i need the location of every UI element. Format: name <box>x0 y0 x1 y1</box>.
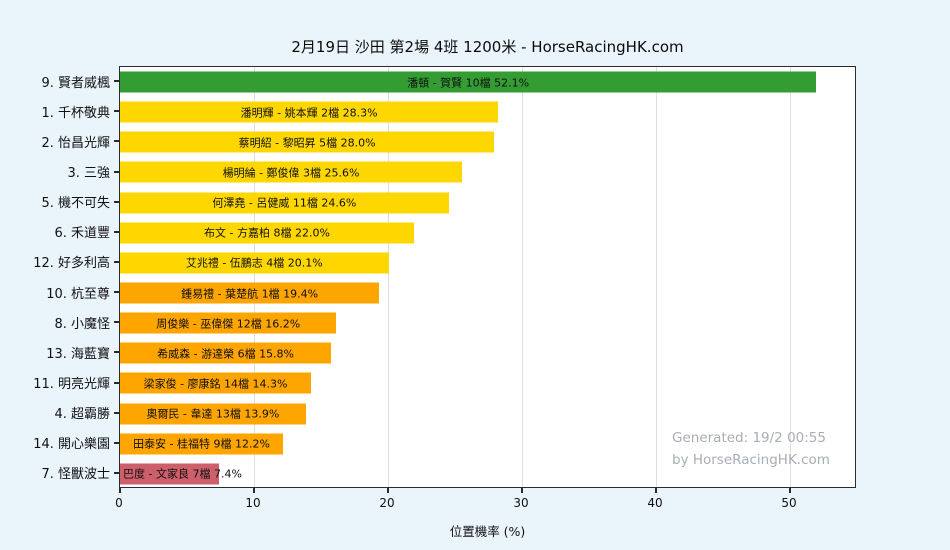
bar-label: 奧爾民 - 韋達 13檔 13.9% <box>146 407 280 421</box>
probability-bar: 潘頓 - 賀賢 10檔 52.1% <box>120 71 817 93</box>
bar-row: 艾兆禮 - 伍鵬志 4檔 20.1% <box>120 248 855 278</box>
x-tick-mark <box>789 488 791 493</box>
y-tick-mark <box>114 381 119 384</box>
y-tick-mark <box>114 291 119 294</box>
y-axis-label: 2. 怡昌光輝 <box>41 135 110 151</box>
bar-row: 蔡明紹 - 黎昭昇 5檔 28.0% <box>120 127 855 157</box>
x-tick-label: 20 <box>379 496 395 510</box>
gridline <box>522 67 523 487</box>
x-tick-label: 30 <box>513 496 529 510</box>
x-tick-mark <box>387 488 389 493</box>
bar-row: 潘明輝 - 姚本輝 2檔 28.3% <box>120 97 855 127</box>
y-axis-label: 13. 海藍寶 <box>46 346 110 362</box>
chart-title: 2月19日 沙田 第2場 4班 1200米 - HorseRacingHK.co… <box>291 38 684 56</box>
bar-label: 巴度 - 文家良 7檔 7.4% <box>123 467 242 481</box>
watermark-site-text: by HorseRacingHK.com <box>672 452 830 468</box>
y-axis-label: 6. 禾道豐 <box>54 226 110 242</box>
watermark-generated-text: Generated: 19/2 00:55 <box>672 430 826 446</box>
y-tick-mark <box>114 170 119 173</box>
bar-label: 蔡明紹 - 黎昭昇 5檔 28.0% <box>238 136 376 150</box>
x-tick-label: 0 <box>115 496 123 510</box>
x-tick-label: 10 <box>245 496 261 510</box>
probability-bar: 艾兆禮 - 伍鵬志 4檔 20.1% <box>120 252 389 274</box>
bar-row: 田泰安 - 桂福特 9檔 12.2% <box>120 429 855 459</box>
y-axis-label: 9. 賢者威楓 <box>41 75 110 91</box>
gridline <box>656 67 657 487</box>
probability-bar: 鍾易禮 - 葉楚航 1檔 19.4% <box>120 282 380 304</box>
plot-area: 潘頓 - 賀賢 10檔 52.1% 潘明輝 - 姚本輝 2檔 28.3% 蔡明紹 -… <box>119 66 856 488</box>
y-tick-mark <box>114 321 119 324</box>
bar-row: 楊明綸 - 鄭俊偉 3檔 25.6% <box>120 157 855 187</box>
bar-label: 艾兆禮 - 伍鵬志 4檔 20.1% <box>185 256 323 270</box>
x-tick-mark <box>521 488 523 493</box>
bar-label: 楊明綸 - 鄭俊偉 3檔 25.6% <box>222 166 360 180</box>
gridline <box>790 67 791 487</box>
probability-bar: 楊明綸 - 鄭俊偉 3檔 25.6% <box>120 161 463 183</box>
y-axis-label: 8. 小魔怪 <box>54 316 110 332</box>
bar-row: 巴度 - 文家良 7檔 7.4% <box>120 459 855 489</box>
y-tick-mark <box>114 110 119 113</box>
y-tick-mark <box>114 80 119 83</box>
y-axis-label: 1. 千杯敬典 <box>41 105 110 121</box>
y-tick-mark <box>114 411 119 414</box>
bar-label: 梁家俊 - 廖康銘 14檔 14.3% <box>143 377 288 391</box>
bar-row: 鍾易禮 - 葉楚航 1檔 19.4% <box>120 278 855 308</box>
y-axis-label: 10. 杭至尊 <box>46 286 110 302</box>
bar-row: 潘頓 - 賀賢 10檔 52.1% <box>120 67 855 97</box>
x-tick-mark <box>119 488 121 493</box>
y-tick-mark <box>114 441 119 444</box>
y-axis-label: 7. 怪獸波士 <box>41 467 110 483</box>
y-tick-mark <box>114 351 119 354</box>
bar-label: 潘頓 - 賀賢 10檔 52.1% <box>407 76 530 90</box>
x-tick-label: 40 <box>647 496 663 510</box>
bar-row: 何澤堯 - 呂健威 11檔 24.6% <box>120 188 855 218</box>
bar-label: 布文 - 方嘉柏 8檔 22.0% <box>204 226 330 240</box>
y-tick-mark <box>114 230 119 233</box>
bar-label: 周俊樂 - 巫偉傑 12檔 16.2% <box>156 317 301 331</box>
probability-bar: 田泰安 - 桂福特 9檔 12.2% <box>120 433 284 455</box>
y-axis-label: 11. 明亮光輝 <box>33 376 110 392</box>
probability-bar: 梁家俊 - 廖康銘 14檔 14.3% <box>120 372 312 394</box>
probability-bar: 巴度 - 文家良 7檔 7.4% <box>120 463 242 485</box>
x-tick-label: 50 <box>781 496 797 510</box>
bar-row: 奧爾民 - 韋達 13檔 13.9% <box>120 399 855 429</box>
y-tick-mark <box>114 260 119 263</box>
bar-label: 希威森 - 游達榮 6檔 15.8% <box>157 347 295 361</box>
y-axis-label: 12. 好多利高 <box>33 256 110 272</box>
probability-bar: 何澤堯 - 呂健威 11檔 24.6% <box>120 192 449 214</box>
bar-label: 潘明輝 - 姚本輝 2檔 28.3% <box>240 106 378 120</box>
bar-row: 梁家俊 - 廖康銘 14檔 14.3% <box>120 368 855 398</box>
x-axis-title: 位置機率 (%) <box>449 524 526 539</box>
probability-bar: 布文 - 方嘉柏 8檔 22.0% <box>120 222 414 244</box>
x-tick-mark <box>655 488 657 493</box>
bar-label: 田泰安 - 桂福特 9檔 12.2% <box>133 437 270 451</box>
gridline <box>254 67 255 487</box>
y-tick-mark <box>114 471 119 474</box>
bar-row: 周俊樂 - 巫偉傑 12檔 16.2% <box>120 308 855 338</box>
watermark: Generated: 19/2 00:55 by HorseRacingHK.c… <box>672 427 830 471</box>
bar-label: 鍾易禮 - 葉楚航 1檔 19.4% <box>181 287 319 301</box>
gridline <box>388 67 389 487</box>
y-axis-label: 14. 開心樂園 <box>33 437 110 453</box>
y-tick-mark <box>114 200 119 203</box>
y-axis-label: 3. 三強 <box>67 165 110 181</box>
y-axis-label: 4. 超霸勝 <box>54 407 110 423</box>
probability-bar: 周俊樂 - 巫偉傑 12檔 16.2% <box>120 312 337 334</box>
probability-bar: 奧爾民 - 韋達 13檔 13.9% <box>120 403 306 425</box>
y-axis-label: 5. 機不可失 <box>41 196 110 212</box>
bar-row: 希威森 - 游達榮 6檔 15.8% <box>120 338 855 368</box>
x-tick-mark <box>253 488 255 493</box>
bar-label: 何澤堯 - 呂健威 11檔 24.6% <box>212 196 357 210</box>
probability-bar: 蔡明紹 - 黎昭昇 5檔 28.0% <box>120 131 495 153</box>
probability-bar: 希威森 - 游達榮 6檔 15.8% <box>120 342 332 364</box>
probability-bar: 潘明輝 - 姚本輝 2檔 28.3% <box>120 101 499 123</box>
y-tick-mark <box>114 140 119 143</box>
bar-row: 布文 - 方嘉柏 8檔 22.0% <box>120 218 855 248</box>
